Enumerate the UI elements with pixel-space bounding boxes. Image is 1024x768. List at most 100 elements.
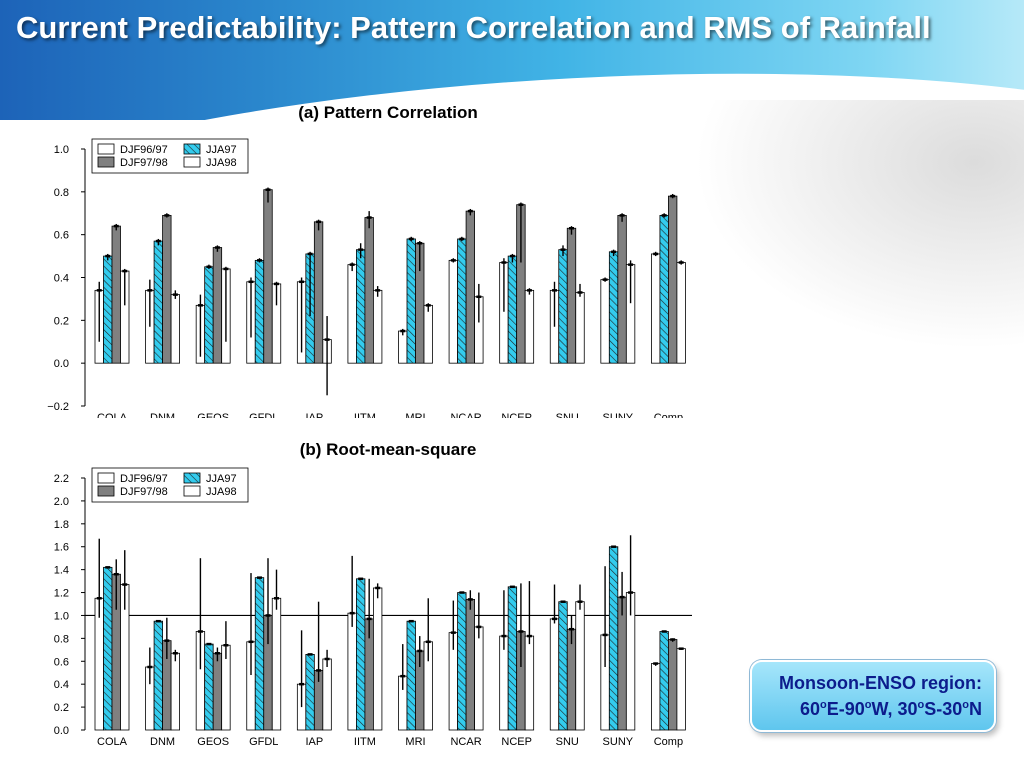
bar-geos-jja97 [204, 266, 214, 364]
y-tick-label: 2.2 [54, 473, 69, 485]
x-tick-label: Comp [654, 412, 683, 418]
y-tick-label: 0.6 [54, 656, 69, 668]
legend-swatch [183, 156, 201, 168]
bar-ncar-djf97-98 [465, 599, 475, 731]
slide-title: Current Predictability: Pattern Correlat… [16, 10, 931, 45]
bar-ncar-jja97 [457, 238, 467, 364]
x-tick-label: IAP [305, 412, 323, 418]
y-tick-label: 1.2 [54, 588, 69, 600]
bar-comp-jja97 [659, 631, 669, 731]
x-tick-label: SUNY [603, 412, 634, 418]
x-tick-label: Comp [654, 736, 683, 748]
bar-mri-djf96-97 [398, 330, 408, 364]
bar-snu-djf97-98 [566, 628, 577, 731]
legend-label: DJF97/98 [120, 486, 168, 498]
legend-label: JJA97 [206, 144, 237, 156]
x-tick-label: SNU [556, 736, 579, 748]
y-tick-label: 0.4 [54, 273, 69, 285]
y-tick-label: 1.8 [54, 519, 69, 531]
bar-snu-jja98 [575, 601, 585, 731]
bar-dnm-jja98 [170, 294, 180, 364]
bar-gfdl-djf97-98 [263, 189, 273, 364]
y-tick-label: 0.8 [54, 633, 69, 645]
bar-snu-djf96-97 [549, 618, 560, 731]
legend-swatch [183, 472, 201, 484]
bar-suny-djf96-97 [600, 279, 610, 364]
bar-dnm-jja97 [153, 620, 163, 731]
legend-swatch [183, 485, 201, 497]
x-tick-label: DNM [150, 736, 175, 748]
x-tick-label: GEOS [197, 736, 229, 748]
bar-gfdl-jja97 [254, 259, 265, 364]
legend-swatch [183, 143, 201, 155]
chart-rms: 2.2 2.0 1.8 1.6 1.4 1.2 1.0 0.8 0.6 0.4 0.2 0.0 COLA… [40, 466, 697, 756]
x-tick-label: MRI [405, 412, 425, 418]
legend-label: DJF96/97 [120, 473, 168, 485]
bar-comp-djf97-98 [668, 195, 678, 364]
bar-ncar-djf96-97 [448, 259, 458, 364]
y-tick-label: 0.0 [54, 358, 69, 370]
y-tick-label: 0.6 [54, 230, 69, 242]
bar-comp-jja98 [676, 648, 686, 731]
bar-mri-jja97 [406, 620, 416, 731]
x-tick-label: COLA [97, 412, 128, 418]
legend-swatch [97, 485, 115, 497]
legend-swatch [97, 472, 115, 484]
legend-swatch [97, 143, 115, 155]
bar-ncar-jja98 [474, 626, 484, 731]
bar-geos-djf97-98 [212, 247, 223, 364]
bar-ncep-jja97 [507, 586, 518, 731]
y-tick-label: 0.2 [54, 702, 69, 714]
bar-suny-jja97 [608, 546, 619, 731]
bar-snu-jja97 [558, 601, 568, 731]
bar-snu-jja97 [558, 249, 568, 364]
x-tick-label: IITM [354, 412, 376, 418]
y-tick-label: 1.4 [54, 565, 69, 577]
legend-label: JJA98 [206, 486, 237, 498]
bar-geos-djf97-98 [212, 652, 223, 731]
bar-comp-djf96-97 [651, 663, 661, 731]
region-coordinates: 60oE-90oW, 30oS-30oN [799, 699, 982, 719]
bar-comp-djf97-98 [668, 639, 678, 731]
bar-cola-jja97 [103, 255, 113, 364]
x-tick-label: NCAR [450, 736, 481, 748]
x-tick-label: NCEP [501, 412, 532, 418]
y-tick-label: −0.2 [47, 401, 69, 413]
bar-ncar-jja97 [457, 592, 467, 731]
x-tick-label: COLA [97, 736, 128, 748]
x-tick-label: MRI [405, 736, 425, 748]
x-tick-label: SNU [556, 412, 579, 418]
y-tick-label: 0.8 [54, 187, 69, 199]
x-tick-label: SUNY [603, 736, 634, 748]
panel-b-title: (b) Root-mean-square [299, 440, 477, 459]
chart-a-svg: 1.0 0.8 0.6 0.4 0.2 0.0 −0.2 COLA DNM GEOS GFDL IAP… [47, 138, 686, 418]
x-tick-label: IITM [354, 736, 376, 748]
bar-cola-djf96-97 [94, 597, 104, 731]
y-tick-label: 0.4 [54, 679, 69, 691]
y-tick-label: 2.0 [54, 496, 69, 508]
bar-geos-jja97 [204, 643, 214, 731]
bar-ncep-jja98 [524, 635, 535, 731]
bar-dnm-jja98 [170, 652, 180, 731]
bar-mri-jja97 [406, 238, 416, 364]
panel-a-title: (a) Pattern Correlation [298, 103, 478, 122]
legend-box [91, 467, 249, 503]
chart-b-svg: 2.2 2.0 1.8 1.6 1.4 1.2 1.0 0.8 0.6 0.4 0.2 0.0 COLA… [54, 467, 692, 748]
bar-suny-jja97 [608, 251, 619, 364]
region-callout: Monsoon-ENSO region: 60oE-90oW, 30oS-30o… [750, 660, 996, 732]
bar-iitm-djf96-97 [347, 612, 357, 731]
bar-ncar-djf97-98 [465, 210, 475, 364]
bar-iitm-djf97-98 [364, 217, 374, 364]
bar-suny-djf97-98 [617, 596, 627, 731]
y-tick-label: 1.0 [54, 144, 69, 156]
x-tick-label: NCAR [450, 412, 481, 418]
bar-mri-jja98 [423, 304, 433, 364]
bar-iap-djf97-98 [313, 221, 324, 364]
bar-dnm-jja97 [153, 240, 163, 364]
x-tick-label: GFDL [249, 412, 278, 418]
x-tick-label: IAP [305, 736, 323, 748]
bar-gfdl-jja97 [254, 577, 265, 731]
region-label: Monsoon-ENSO region: [779, 673, 982, 693]
x-tick-label: GFDL [249, 736, 278, 748]
